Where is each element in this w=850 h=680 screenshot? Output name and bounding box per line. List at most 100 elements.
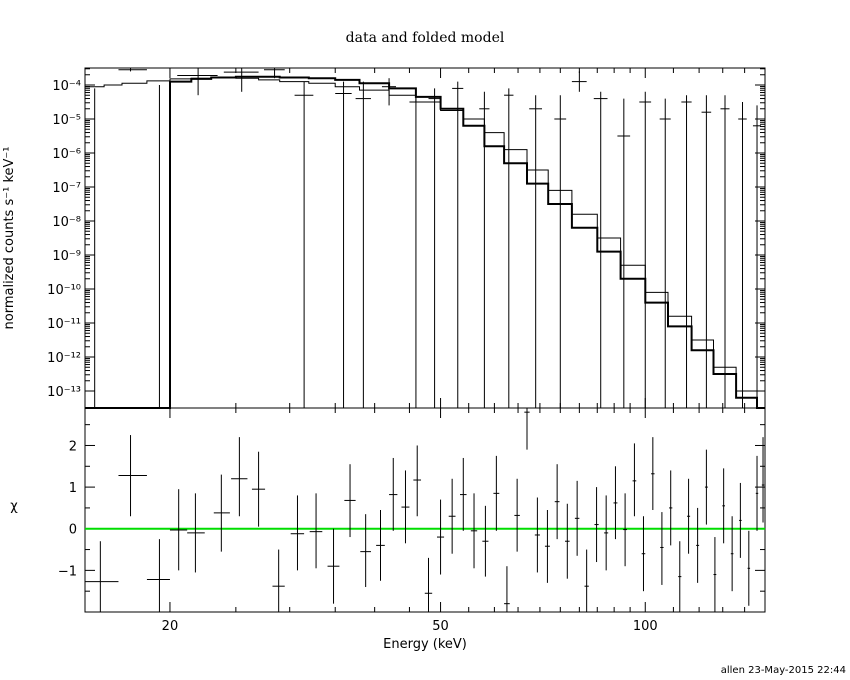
data-point xyxy=(639,91,652,408)
top-y-tick-label: 10⁻¹² xyxy=(47,351,81,366)
residual-point xyxy=(187,493,205,573)
residual-point xyxy=(389,457,398,531)
residual-point xyxy=(696,507,700,583)
residual-point xyxy=(524,408,530,450)
residual-point xyxy=(730,516,734,592)
bottom-y-tick-label: −1 xyxy=(58,564,77,579)
x-axis-label: Energy (keV) xyxy=(383,637,467,652)
residual-point xyxy=(424,557,433,612)
residual-point xyxy=(514,478,520,552)
data-point xyxy=(701,95,712,408)
residual-point xyxy=(564,503,570,579)
residual-point xyxy=(713,537,717,612)
top-y-axis-label: normalized counts s⁻¹ keV⁻¹ xyxy=(2,147,17,330)
residual-point xyxy=(436,499,445,575)
data-point xyxy=(554,95,567,408)
residual-point xyxy=(669,470,673,546)
residual-point xyxy=(739,482,742,558)
data-point xyxy=(681,95,692,408)
residual-point xyxy=(290,495,305,571)
data-point xyxy=(617,98,631,408)
residual-point xyxy=(470,493,478,569)
residual-point xyxy=(459,457,467,531)
residual-point xyxy=(584,549,589,612)
top-y-ticks: 10⁻⁴ 10⁻⁵ 10⁻⁶ 10⁻⁷ 10⁻⁸ 10⁻⁹ 10⁻¹⁰ 10⁻¹¹ 10⁻¹² 1… xyxy=(47,68,766,408)
residual-point xyxy=(755,455,759,531)
residual-point xyxy=(594,487,599,563)
top-y-tick-label: 10⁻⁷ xyxy=(52,181,81,196)
residual-point xyxy=(641,516,646,592)
data-point xyxy=(593,91,608,408)
residual-point xyxy=(604,495,609,571)
data-point xyxy=(752,105,762,408)
footer-stamp: allen 23-May-2015 22:44 xyxy=(721,665,846,676)
residual-point xyxy=(761,437,765,523)
bottom-y-ticks: 2 1 0 −1 xyxy=(58,424,765,592)
residual-point xyxy=(401,470,410,544)
bottom-x-ticks: 20 50 100 xyxy=(84,408,766,634)
residual-point xyxy=(632,443,637,517)
residual-point xyxy=(651,437,655,510)
residual-point xyxy=(146,539,170,612)
data-point xyxy=(504,88,514,408)
residual-point xyxy=(482,505,489,577)
residual-point xyxy=(493,455,500,531)
residual-point xyxy=(376,510,385,581)
residual-point xyxy=(687,478,691,554)
bottom-y-tick-label: 2 xyxy=(69,439,77,454)
data-point xyxy=(223,68,259,92)
residual-point xyxy=(272,549,285,612)
residual-point xyxy=(360,514,371,588)
residual-point xyxy=(722,468,726,544)
residual-point xyxy=(574,480,580,556)
data-point xyxy=(738,102,747,408)
bottom-x-tick-label: 100 xyxy=(633,619,658,634)
top-y-tick-label: 10⁻⁴ xyxy=(52,79,81,94)
data-point xyxy=(177,68,218,96)
residual-point xyxy=(623,493,627,567)
chart-title: data and folded model xyxy=(346,30,505,46)
data-point xyxy=(452,81,464,408)
bottom-panel-frame xyxy=(84,407,766,613)
residual-point xyxy=(448,478,456,554)
top-y-tick-label: 10⁻¹¹ xyxy=(47,317,81,332)
bottom-x-tick-label: 20 xyxy=(162,619,179,634)
top-y-tick-label: 10⁻⁹ xyxy=(52,249,81,264)
residual-point xyxy=(660,512,664,585)
data-point xyxy=(659,98,671,408)
data-point xyxy=(151,85,167,409)
top-y-tick-label: 10⁻⁵ xyxy=(52,113,81,128)
data-point xyxy=(118,68,147,72)
data-point xyxy=(479,91,490,408)
residual-point xyxy=(747,530,751,606)
data-point xyxy=(381,78,397,106)
residual-point xyxy=(85,541,119,612)
residual-point xyxy=(231,437,248,517)
top-y-tick-label: 10⁻¹³ xyxy=(47,385,81,400)
residual-point xyxy=(678,541,682,612)
data-point xyxy=(428,88,441,408)
top-panel: 10⁻⁴ 10⁻⁵ 10⁻⁶ 10⁻⁷ 10⁻⁸ 10⁻⁹ 10⁻¹⁰ 10⁻¹¹ 10⁻¹² 1… xyxy=(47,67,766,409)
residual-point xyxy=(534,497,540,573)
residual-point xyxy=(118,435,147,517)
residual-point xyxy=(169,489,188,571)
bottom-x-tick-label: 50 xyxy=(432,619,449,634)
residual-point xyxy=(344,464,356,538)
data-point xyxy=(529,95,543,408)
residual-point xyxy=(504,566,510,612)
residual-point xyxy=(251,451,266,527)
top-y-tick-label: 10⁻⁸ xyxy=(52,215,81,230)
residual-point xyxy=(554,464,560,540)
data-point xyxy=(335,81,352,408)
residual-point xyxy=(413,445,422,517)
top-y-tick-label: 10⁻¹⁰ xyxy=(47,283,81,298)
top-y-tick-label: 10⁻⁶ xyxy=(52,147,81,162)
bottom-y-tick-label: 1 xyxy=(69,481,77,496)
folded-model-thick-line xyxy=(85,75,765,409)
data-point xyxy=(409,91,423,408)
bottom-panel: 2 1 0 −1 20 50 100 xyxy=(58,407,766,634)
residual-point xyxy=(309,493,323,569)
folded-model-thin-line xyxy=(85,77,765,409)
residual-point xyxy=(704,449,708,525)
